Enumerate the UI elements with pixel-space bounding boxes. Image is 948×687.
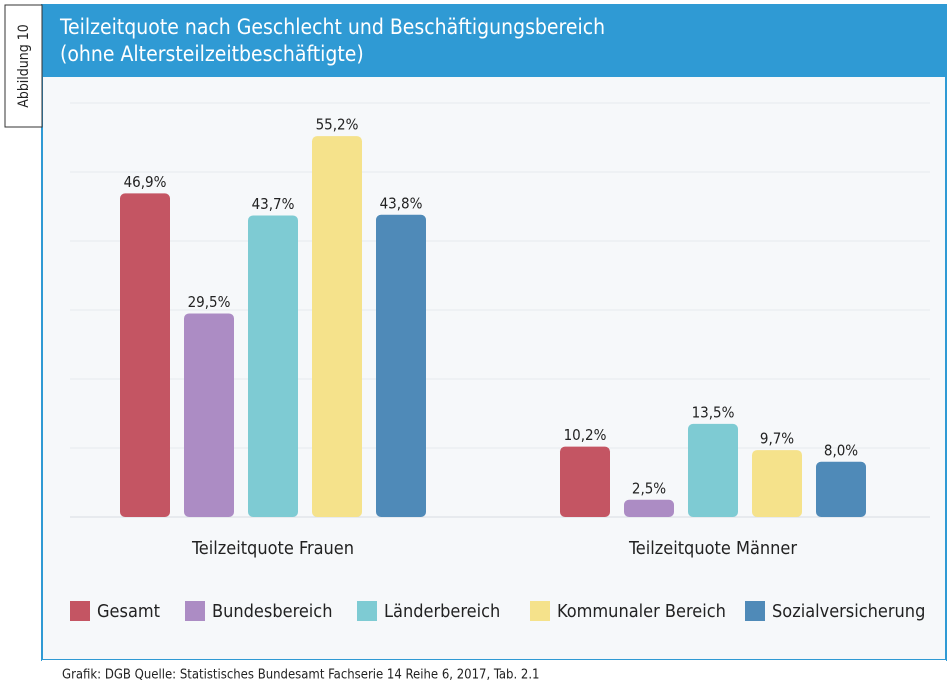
legend-swatch: [530, 601, 550, 621]
data-label: 43,7%: [252, 195, 295, 213]
chart-title: Teilzeitquote nach Geschlecht und Beschä…: [59, 15, 605, 39]
source: Grafik: DGB Quelle: Statistisches Bundes…: [62, 668, 539, 683]
bar: [752, 450, 802, 517]
data-label: 10,2%: [564, 426, 607, 444]
data-label: 55,2%: [316, 116, 359, 134]
legend-label: Bundesbereich: [212, 601, 332, 622]
x-tick-label: Teilzeitquote Frauen: [191, 538, 354, 559]
bar: [816, 461, 866, 517]
chart-subtitle: (ohne Altersteilzeitbeschäftigte): [60, 42, 364, 66]
bar: [376, 214, 426, 517]
data-label: 8,0%: [824, 441, 858, 459]
bar: [248, 215, 298, 517]
footer: [42, 660, 946, 687]
data-label: 13,5%: [692, 403, 735, 421]
figure-label-box: [4, 4, 43, 128]
legend-label: Länderbereich: [384, 601, 500, 622]
header: [42, 5, 946, 77]
legend-label: Gesamt: [97, 601, 160, 622]
data-label: 29,5%: [188, 293, 231, 311]
legend-label: Kommunaler Bereich: [557, 601, 726, 622]
data-label: 43,8%: [380, 194, 423, 212]
bar: [184, 313, 234, 517]
legend-swatch: [185, 601, 205, 621]
legend-swatch: [745, 601, 765, 621]
data-label: 9,7%: [760, 430, 794, 448]
data-label: 2,5%: [632, 479, 666, 497]
data-label: 46,9%: [124, 173, 167, 191]
bar: [312, 136, 362, 517]
bar: [560, 446, 610, 517]
legend-label: Sozialversicherung: [772, 601, 925, 622]
bar: [688, 423, 738, 517]
bar: [120, 193, 170, 517]
x-tick-label: Teilzeitquote Männer: [628, 538, 797, 559]
legend-swatch: [357, 601, 377, 621]
legend-swatch: [70, 601, 90, 621]
figure-label: Abbildung 10: [16, 24, 32, 108]
bar: [624, 499, 674, 517]
